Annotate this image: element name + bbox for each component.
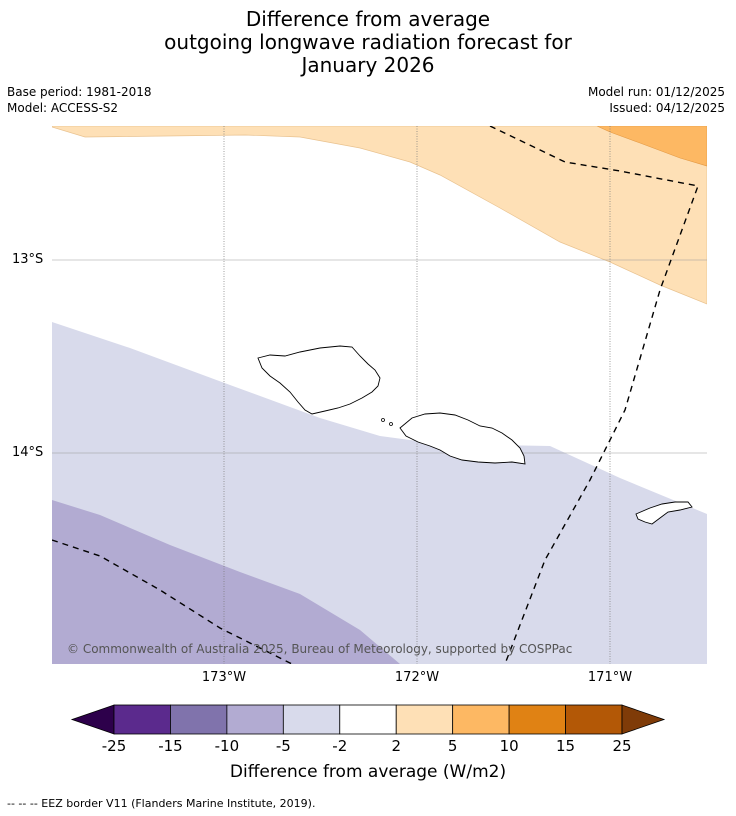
title-line-3: January 2026 bbox=[301, 53, 435, 77]
meta-left: Base period: 1981-2018 Model: ACCESS-S2 bbox=[7, 84, 152, 116]
savaii-island bbox=[257, 345, 381, 415]
colorbar-title: Difference from average (W/m2) bbox=[229, 762, 507, 782]
lon-label-172w: 172°W bbox=[394, 670, 440, 685]
copyright-notice: © Commonwealth of Australia 2025, Bureau… bbox=[67, 642, 573, 656]
colorbar-segment bbox=[113, 704, 171, 735]
title-line-2: outgoing longwave radiation forecast for bbox=[164, 30, 572, 54]
eez-border-southwest bbox=[52, 539, 293, 664]
issued-date: Issued: 04/12/2025 bbox=[609, 101, 725, 115]
colorbar-segment bbox=[565, 704, 623, 735]
lon-label-171w: 171°W bbox=[587, 670, 633, 685]
title-line-1: Difference from average bbox=[245, 7, 491, 31]
colorbar-segments bbox=[70, 704, 666, 735]
colorbar-segment bbox=[508, 704, 566, 735]
anomaly-2-to-5 bbox=[52, 126, 707, 305]
eez-legend-note: -- -- -- EEZ border V11 (Flanders Marine… bbox=[7, 797, 316, 810]
colorbar-tick-label: -25 bbox=[101, 737, 127, 755]
upolu-island bbox=[399, 412, 526, 465]
colorbar-tick-label: -2 bbox=[332, 737, 348, 755]
eez-border-north bbox=[489, 126, 699, 664]
colorbar-extend-max bbox=[621, 704, 666, 735]
colorbar-tick-label: 2 bbox=[391, 737, 401, 755]
lat-label-13s: 13°S bbox=[12, 252, 44, 267]
colorbar-segment bbox=[226, 704, 284, 735]
colorbar-segment bbox=[339, 704, 397, 735]
colorbar-tick-label: 10 bbox=[499, 737, 519, 755]
lat-label-14s: 14°S bbox=[12, 445, 44, 460]
colorbar-tick-label: -10 bbox=[214, 737, 240, 755]
colorbar-segment bbox=[170, 704, 228, 735]
colorbar-extend-min bbox=[70, 704, 115, 735]
base-period: Base period: 1981-2018 bbox=[7, 85, 152, 99]
colorbar-tick-label: 5 bbox=[447, 737, 458, 755]
meta-right: Model run: 01/12/2025 Issued: 04/12/2025 bbox=[588, 84, 725, 116]
map-title: Difference from average outgoing longwav… bbox=[0, 8, 736, 77]
colorbar-tick-label: 25 bbox=[612, 737, 632, 755]
colorbar-tick-label: 15 bbox=[556, 737, 576, 755]
apolima-island bbox=[389, 422, 393, 426]
colorbar-segment bbox=[395, 704, 454, 735]
tutuila-island bbox=[635, 501, 693, 525]
colorbar-tick-label: -15 bbox=[158, 737, 183, 755]
lon-label-173w: 173°W bbox=[201, 670, 247, 685]
colorbar-segment bbox=[282, 704, 341, 735]
manono-island bbox=[381, 418, 385, 422]
anomaly-minus5-to-minus10 bbox=[52, 500, 400, 664]
colorbar-segment bbox=[452, 704, 510, 735]
model-run: Model run: 01/12/2025 bbox=[587, 85, 725, 99]
colorbar-tick-label: -5 bbox=[275, 737, 291, 755]
model-name: Model: ACCESS-S2 bbox=[7, 101, 119, 115]
